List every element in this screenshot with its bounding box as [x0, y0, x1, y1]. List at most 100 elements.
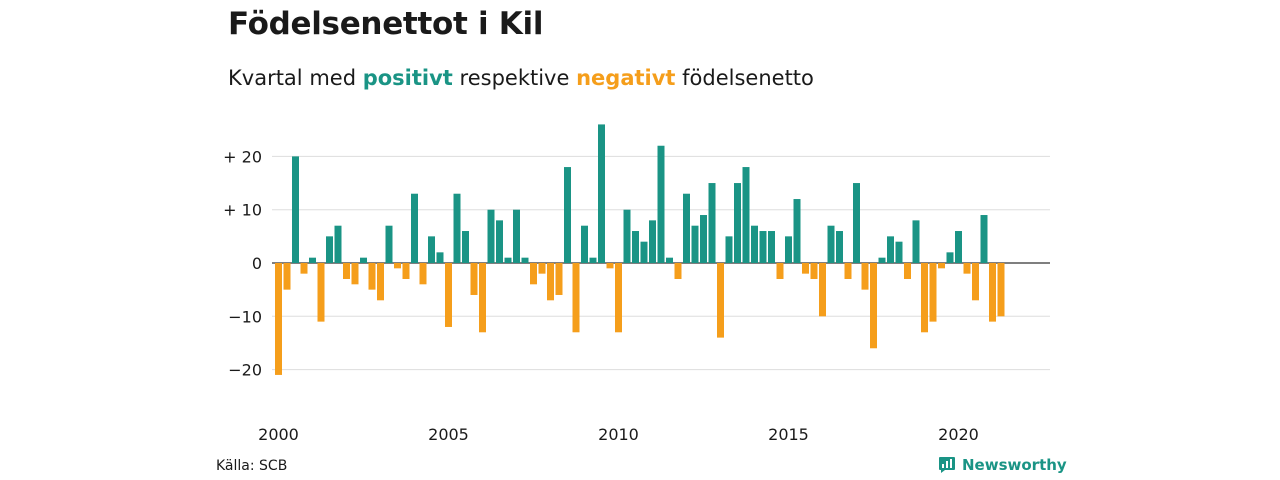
bar-positive [428, 236, 435, 263]
bar-negative [938, 263, 945, 269]
bar-negative [844, 263, 852, 279]
bar-positive [453, 193, 461, 263]
bar-positive [649, 220, 656, 263]
bar-positive [436, 252, 444, 263]
bar-positive [793, 199, 801, 263]
bar-negative [419, 263, 427, 285]
subtitle-positive-label: positivt [362, 66, 453, 90]
bar-negative [606, 263, 614, 269]
bar-positive [734, 183, 741, 263]
bar-positive [657, 145, 665, 263]
bar-positive [887, 236, 894, 263]
bar-negative [470, 263, 478, 295]
bar-negative [283, 263, 291, 290]
bar-positive [946, 252, 954, 263]
bar-positive [640, 241, 648, 263]
bar-positive [895, 241, 903, 263]
bar-positive [292, 156, 299, 263]
brand-name: Newsworthy [962, 456, 1067, 474]
bar-positive [564, 167, 571, 263]
bar-positive [496, 220, 503, 263]
bar-negative [479, 263, 486, 333]
bar-positive [725, 236, 733, 263]
source-note: Källa: SCB [216, 458, 288, 474]
bar-positive [309, 257, 316, 263]
y-tick-label: −20 [228, 361, 262, 380]
bar-negative [717, 263, 724, 338]
bar-negative [547, 263, 554, 301]
bar-negative [275, 263, 282, 375]
bar-positive [666, 257, 673, 263]
bar-negative [972, 263, 979, 301]
x-tick-label: 2010 [598, 425, 639, 444]
bar-negative [351, 263, 359, 285]
bar-positive [980, 215, 988, 263]
y-tick-label: + 10 [223, 201, 262, 220]
y-tick-label: + 20 [223, 147, 262, 166]
bar-positive [487, 209, 495, 263]
bar-negative [810, 263, 818, 279]
bar-negative [819, 263, 826, 317]
bar-positive [742, 167, 750, 263]
bar-negative [445, 263, 452, 327]
x-tick-label: 2015 [768, 425, 809, 444]
bar-positive [513, 209, 520, 263]
bar-negative [343, 263, 350, 279]
x-tick-label: 2005 [428, 425, 469, 444]
bar-negative [317, 263, 325, 322]
bar-positive [504, 257, 512, 263]
bar-positive [521, 257, 529, 263]
bar-positive [768, 231, 775, 263]
bar-negative [555, 263, 563, 295]
bar-positive [751, 225, 758, 263]
bar-negative [615, 263, 622, 333]
brand-logo[interactable]: Newsworthy [938, 456, 1067, 474]
chart-title: Födelsenettot i Kil [228, 6, 544, 42]
bar-negative [530, 263, 537, 285]
bar-negative [300, 263, 308, 274]
bar-negative [394, 263, 401, 269]
subtitle-middle: respektive [459, 66, 570, 90]
bar-negative [674, 263, 682, 279]
bar-positive [462, 231, 469, 263]
x-axis-labels: 2000 2005 2010 2015 2020 [258, 425, 979, 444]
y-axis-labels: + 20 + 10 0 −10 −20 [223, 147, 262, 379]
bar-positive [623, 209, 631, 263]
bar-positive [759, 231, 767, 263]
x-tick-label: 2020 [938, 425, 979, 444]
bar-positive [683, 193, 690, 263]
subtitle-suffix: födelsenetto [682, 66, 814, 90]
bar-negative [997, 263, 1005, 317]
bar-chart-icon [939, 457, 955, 473]
subtitle-negative-label: negativt [576, 66, 676, 90]
bar-negative [402, 263, 410, 279]
x-tick-label: 2000 [258, 425, 299, 444]
bar-positive [912, 220, 920, 263]
bar-positive [827, 225, 835, 263]
bar-negative [989, 263, 996, 322]
bar-positive [326, 236, 333, 263]
bar-positive [581, 225, 588, 263]
bar-negative [572, 263, 580, 333]
bar-positive [385, 225, 393, 263]
y-tick-label: −10 [228, 307, 262, 326]
bar-negative [929, 263, 937, 322]
bar-positive [598, 124, 605, 263]
bar-negative [963, 263, 971, 274]
bar-positive [411, 193, 418, 263]
bar-positive [589, 257, 597, 263]
bar-positive [836, 231, 843, 263]
bar-negative [861, 263, 869, 290]
bar-positive [955, 231, 962, 263]
bar-positive [878, 257, 886, 263]
bar-positive [708, 183, 716, 263]
bar-positive [853, 183, 860, 263]
y-tick-label: 0 [252, 254, 262, 273]
subtitle-prefix: Kvartal med [228, 66, 357, 90]
bar-positive [700, 215, 707, 263]
bar-negative [870, 263, 877, 349]
bar-negative [802, 263, 809, 274]
bar-negative [904, 263, 911, 279]
bar-positive [334, 225, 342, 263]
